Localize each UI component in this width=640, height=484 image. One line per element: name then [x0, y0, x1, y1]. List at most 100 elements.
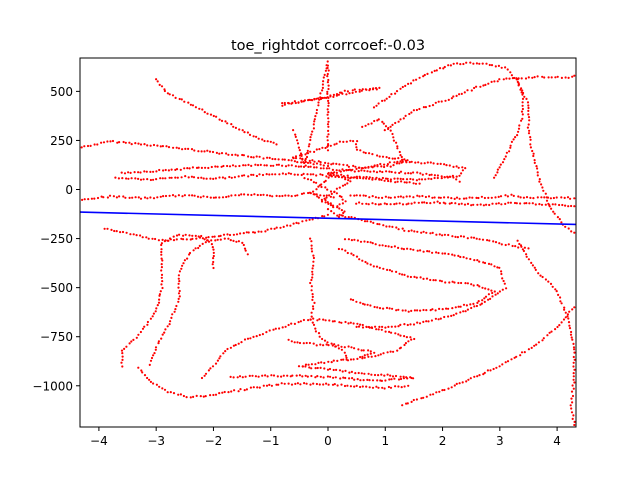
scatter-point: [379, 379, 382, 382]
scatter-point: [527, 116, 531, 119]
scatter-point: [170, 168, 173, 171]
scatter-point: [470, 306, 473, 310]
scatter-point: [428, 250, 431, 253]
scatter-point: [427, 195, 431, 198]
scatter-point: [280, 382, 283, 385]
scatter-point: [146, 376, 149, 380]
scatter-point: [478, 238, 481, 241]
scatter-point: [325, 196, 328, 199]
scatter-point: [389, 165, 392, 168]
scatter-point: [361, 302, 365, 305]
scatter-point: [409, 323, 412, 326]
scatter-point: [451, 174, 454, 177]
scatter-point: [447, 315, 450, 318]
scatter-point: [384, 177, 388, 180]
scatter-point: [454, 202, 457, 205]
scatter-point: [326, 113, 329, 116]
scatter-point: [292, 157, 295, 160]
scatter-point: [443, 252, 447, 255]
scatter-point: [348, 168, 351, 171]
scatter-point: [147, 237, 150, 240]
scatter-point: [317, 185, 320, 188]
scatter-point: [320, 361, 323, 364]
scatter-point: [326, 60, 329, 63]
scatter-point: [567, 321, 571, 324]
scatter-point: [331, 204, 335, 207]
scatter-point: [529, 146, 533, 149]
scatter-point: [148, 378, 151, 381]
scatter-point: [393, 245, 396, 248]
scatter-point: [351, 377, 354, 380]
scatter-point: [228, 175, 231, 179]
scatter-point: [557, 293, 560, 296]
scatter-point: [413, 230, 416, 233]
scatter-point: [345, 358, 348, 361]
scatter-point: [528, 129, 531, 132]
scatter-point: [162, 195, 165, 198]
scatter-point: [304, 160, 307, 164]
scatter-point: [476, 259, 479, 262]
scatter-point: [388, 170, 391, 173]
scatter-point: [384, 326, 387, 329]
scatter-point: [409, 82, 413, 85]
scatter-point: [529, 196, 532, 199]
scatter-point: [500, 243, 503, 246]
scatter-point: [569, 333, 573, 336]
scatter-point: [386, 164, 389, 167]
scatter-point: [428, 104, 431, 108]
scatter-point: [572, 372, 575, 375]
scatter-point: [527, 113, 530, 116]
scatter-point: [494, 293, 497, 296]
scatter-point: [172, 392, 176, 395]
scatter-point: [236, 154, 239, 157]
scatter-point: [158, 298, 161, 301]
scatter-point: [217, 235, 220, 238]
scatter-point: [440, 100, 443, 103]
scatter-point: [451, 280, 454, 283]
scatter-point: [282, 374, 285, 377]
scatter-point: [198, 244, 201, 247]
scatter-point: [320, 185, 323, 189]
scatter-point: [369, 304, 372, 307]
scatter-point: [317, 196, 320, 199]
scatter-point: [466, 237, 469, 240]
scatter-point: [257, 137, 260, 140]
scatter-point: [382, 267, 385, 270]
scatter-point: [266, 156, 269, 159]
scatter-point: [570, 411, 574, 414]
scatter-point: [509, 201, 512, 204]
scatter-point: [383, 179, 386, 182]
scatter-point: [312, 163, 315, 166]
scatter-point: [472, 302, 475, 305]
scatter-point: [315, 162, 319, 165]
scatter-point: [450, 197, 453, 200]
scatter-point: [110, 228, 113, 231]
scatter-point: [311, 298, 314, 301]
scatter-point: [325, 175, 328, 178]
scatter-point: [407, 172, 410, 175]
scatter-point: [317, 104, 320, 107]
scatter-point: [516, 134, 519, 137]
scatter-point: [255, 135, 258, 138]
scatter-point: [384, 330, 387, 333]
scatter-point: [517, 127, 521, 130]
scatter-point: [169, 238, 172, 241]
scatter-point: [493, 80, 496, 83]
scatter-point: [441, 308, 444, 311]
scatter-point: [307, 165, 310, 168]
scatter-point: [389, 196, 392, 199]
x-tick-label: 1: [381, 434, 389, 448]
scatter-point: [521, 117, 524, 120]
scatter-point: [106, 196, 109, 199]
scatter-point: [205, 177, 208, 180]
scatter-point: [326, 108, 329, 111]
scatter-point: [317, 332, 321, 335]
scatter-point: [482, 204, 485, 207]
scatter-point: [164, 177, 167, 180]
scatter-point: [304, 374, 307, 377]
scatter-point: [327, 87, 330, 91]
scatter-point: [432, 162, 435, 165]
scatter-point: [499, 195, 503, 198]
x-tick-label: 4: [553, 434, 561, 448]
